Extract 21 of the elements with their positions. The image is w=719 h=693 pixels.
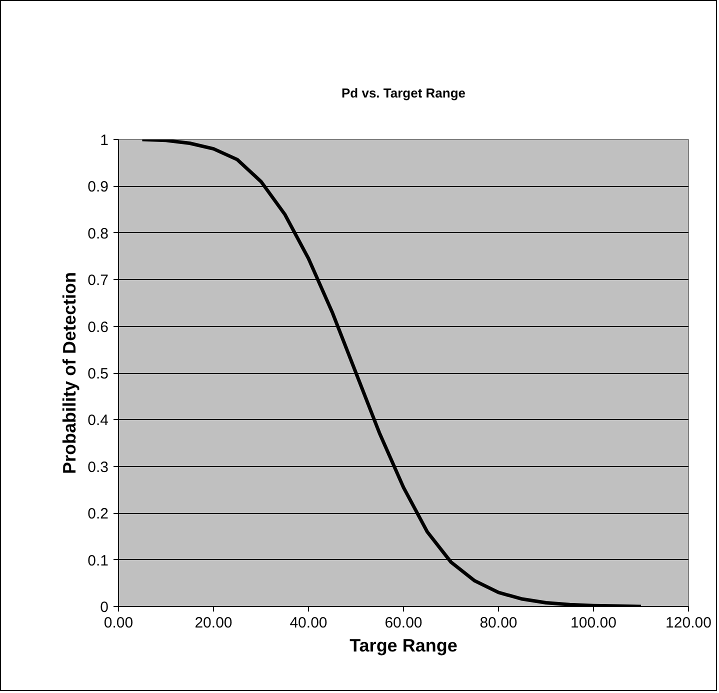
x-tick-label: 60.00 <box>384 614 422 632</box>
x-tick-label: 80.00 <box>480 614 518 632</box>
x-tick-label: 0.00 <box>104 614 134 632</box>
x-tick-label: 120.00 <box>666 614 712 632</box>
y-tick-label: 0.6 <box>88 318 109 336</box>
y-axis-title: Probability of Detection <box>60 272 80 474</box>
x-tick-label: 40.00 <box>290 614 328 632</box>
y-tick-label: 0.1 <box>88 552 109 570</box>
chart-title: Pd vs. Target Range <box>341 86 466 100</box>
x-tick-label: 20.00 <box>194 614 232 632</box>
y-tick-label: 1 <box>100 132 108 149</box>
y-tick-label: 0.2 <box>88 506 109 523</box>
y-tick-label: 0.4 <box>88 412 109 430</box>
y-tick-label: 0 <box>100 599 108 616</box>
x-axis-title: Targe Range <box>350 636 458 656</box>
y-tick-label: 0.9 <box>88 178 109 196</box>
y-tick-label: 0.5 <box>88 366 109 382</box>
y-tick-label: 0.7 <box>88 272 109 290</box>
y-tick-label: 0.3 <box>88 458 109 476</box>
y-tick-label: 0.8 <box>88 225 109 242</box>
x-tick-label: 100.00 <box>570 614 616 632</box>
